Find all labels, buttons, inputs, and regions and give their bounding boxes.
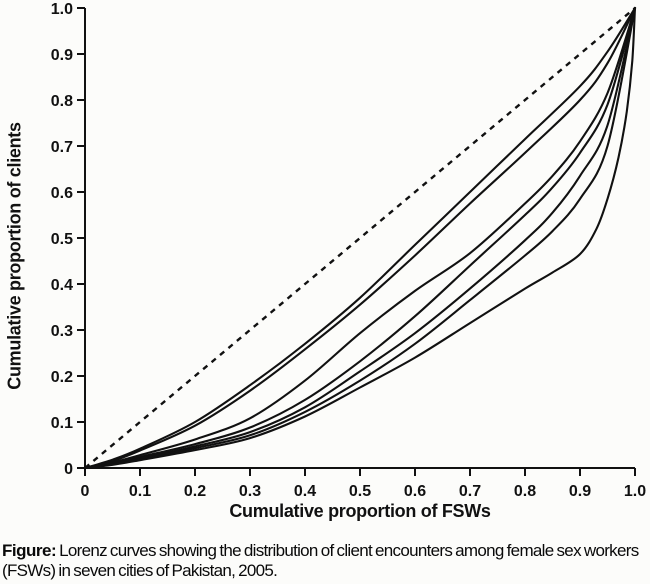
y-tick-label: 0.8 <box>51 93 73 110</box>
y-tick-label: 0.7 <box>51 139 73 156</box>
x-tick-label: 0.4 <box>294 483 316 500</box>
y-tick-label: 0.2 <box>51 369 73 386</box>
x-tick-label: 1.0 <box>624 483 646 500</box>
x-tick-label: 0.8 <box>514 483 536 500</box>
lorenz-curve-city-4 <box>83 6 637 470</box>
x-tick-label: 0.7 <box>459 483 481 500</box>
lorenz-curve-city-7 <box>83 6 637 470</box>
y-tick-label: 0.6 <box>51 185 73 202</box>
y-tick-label: 0.9 <box>51 47 73 64</box>
y-tick-label: 0 <box>64 461 73 478</box>
x-tick-label: 0 <box>81 483 90 500</box>
x-axis-title: Cumulative proportion of FSWs <box>229 501 491 521</box>
equality-line <box>84 7 636 469</box>
figure-caption: Figure: Lorenz curves showing the distri… <box>2 541 648 581</box>
x-tick-label: 0.3 <box>239 483 261 500</box>
y-tick-label: 0.5 <box>51 231 73 248</box>
y-tick-label: 0.1 <box>51 415 73 432</box>
lorenz-curve-city-6 <box>83 6 637 470</box>
x-tick-label: 0.6 <box>404 483 426 500</box>
figure-caption-label: Figure: <box>2 541 57 560</box>
x-tick-label: 0.2 <box>184 483 206 500</box>
x-tick-label: 0.9 <box>569 483 591 500</box>
lorenz-plot: 0 0.1 0.2 0.3 0.4 0.5 0.6 0.7 0.8 0.9 1.0 0 0.1 0.2 0.… <box>51 1 646 500</box>
figure-caption-text: Lorenz curves showing the distribution o… <box>2 541 639 580</box>
y-tick-label: 1.0 <box>51 1 73 18</box>
x-tick-label: 0.1 <box>129 483 151 500</box>
lorenz-curve-city-3 <box>83 6 637 470</box>
y-tick-label: 0.4 <box>51 277 73 294</box>
lorenz-curve-city-2 <box>83 6 637 470</box>
x-tick-label: 0.5 <box>349 483 371 500</box>
lorenz-curve-city-5 <box>83 6 637 470</box>
y-axis-title: Cumulative proportion of clients <box>4 122 25 390</box>
lorenz-curve-city-1 <box>83 6 637 470</box>
y-tick-label: 0.3 <box>51 323 73 340</box>
